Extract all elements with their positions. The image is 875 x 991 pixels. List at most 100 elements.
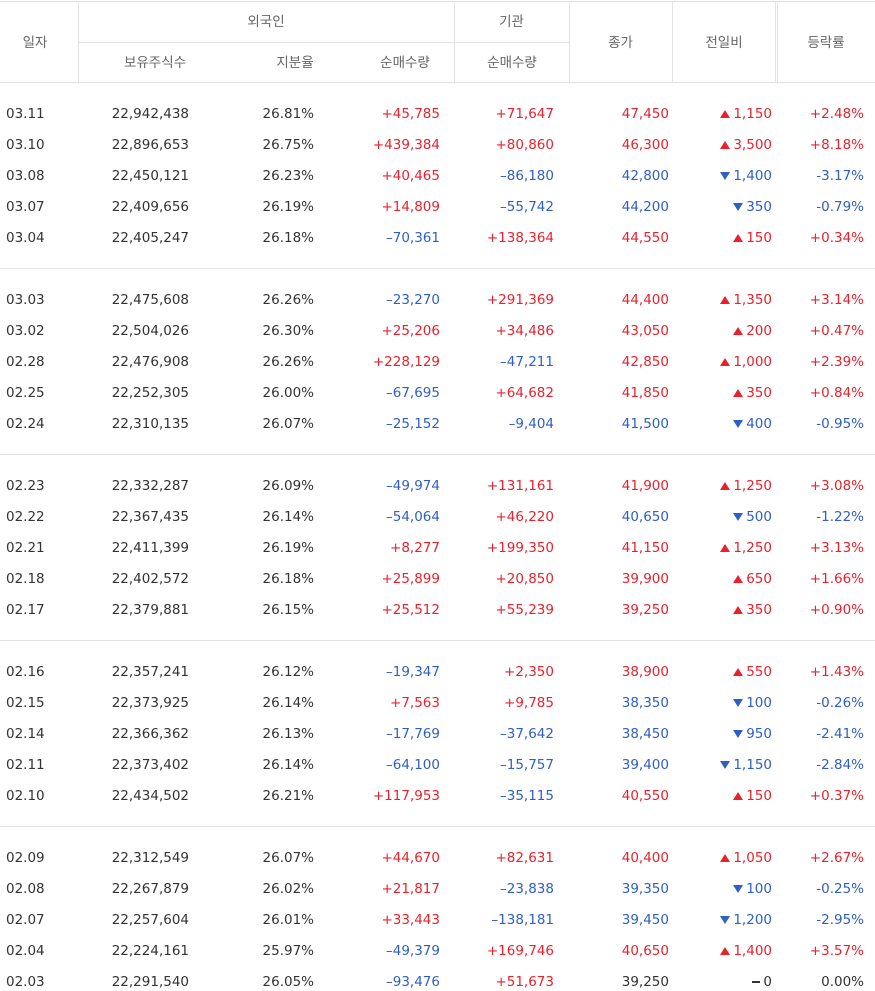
rate: +0.34% xyxy=(810,223,864,254)
foreign-shares-text: 22,366,362 xyxy=(111,726,189,742)
foreign-shares-text: 22,450,121 xyxy=(111,168,189,184)
date-text: 03.07 xyxy=(6,199,45,215)
arrow-flat xyxy=(752,981,761,983)
foreign-net: +44,670 xyxy=(381,843,440,874)
foreign-net: +14,809 xyxy=(381,192,440,223)
close-text: 44,200 xyxy=(621,199,669,215)
close-text: 41,500 xyxy=(621,416,669,432)
arrow-up xyxy=(733,234,744,242)
foreign-net-text: +40,465 xyxy=(381,168,440,184)
foreign-shares-text: 22,312,549 xyxy=(111,850,189,866)
rate-text: +3.08% xyxy=(809,478,864,494)
rate: -0.79% xyxy=(816,192,864,223)
foreign-shares: 22,257,604 xyxy=(112,905,189,936)
header-close: 종가 xyxy=(608,35,633,51)
close-text: 42,850 xyxy=(621,354,669,370)
foreign-ratio: 26.30% xyxy=(263,316,314,347)
arrow-up xyxy=(720,544,731,552)
close-text: 47,450 xyxy=(621,106,669,122)
close-text: 42,800 xyxy=(621,168,669,184)
foreign-net-text: +7,563 xyxy=(390,695,440,711)
rate: +8.18% xyxy=(810,130,864,161)
date: 02.16 xyxy=(6,657,45,688)
date: 02.17 xyxy=(6,595,45,626)
change-text: 100 xyxy=(746,695,772,711)
row-group: 03.03 22,475,608 26.26% –23,270 +291,369 44,4… xyxy=(0,269,875,455)
rate-text: -2.41% xyxy=(816,726,864,742)
close: 42,850 xyxy=(622,347,669,378)
foreign-shares: 22,475,608 xyxy=(112,285,189,316)
rate: +0.47% xyxy=(810,316,864,347)
institution-net: –37,642 xyxy=(500,719,554,750)
table-row: 02.15 22,373,925 26.14% +7,563 +9,785 38,350 1… xyxy=(0,688,875,719)
change: 100 xyxy=(733,688,772,719)
foreign-shares-text: 22,357,241 xyxy=(111,664,189,680)
foreign-ratio-text: 26.05% xyxy=(262,974,314,990)
foreign-shares: 22,291,540 xyxy=(112,967,189,991)
arrow-down xyxy=(733,699,744,707)
foreign-net: –70,361 xyxy=(386,223,440,254)
close-text: 44,400 xyxy=(621,292,669,308)
foreign-net: +7,563 xyxy=(390,688,440,719)
change-text: 3,500 xyxy=(733,137,772,153)
foreign-ratio: 26.05% xyxy=(263,967,314,991)
date: 03.10 xyxy=(6,130,45,161)
change-text: 1,350 xyxy=(733,292,772,308)
rate: +3.14% xyxy=(810,285,864,316)
rate: -0.95% xyxy=(816,409,864,440)
foreign-shares-text: 22,252,305 xyxy=(111,385,189,401)
foreign-shares: 22,434,502 xyxy=(112,781,189,812)
institution-net: +169,746 xyxy=(487,936,554,967)
change-text: 100 xyxy=(746,881,772,897)
change: 1,000 xyxy=(720,347,772,378)
foreign-shares: 22,310,135 xyxy=(112,409,189,440)
close-text: 41,850 xyxy=(621,385,669,401)
rate-text: 0.00% xyxy=(821,974,864,990)
change: 100 xyxy=(733,874,772,905)
foreign-shares: 22,450,121 xyxy=(112,161,189,192)
foreign-shares-text: 22,942,438 xyxy=(111,106,189,122)
foreign-shares: 22,476,908 xyxy=(112,347,189,378)
date-text: 03.04 xyxy=(6,230,45,246)
foreign-shares: 22,252,305 xyxy=(112,378,189,409)
change: 650 xyxy=(733,564,772,595)
date-text: 02.11 xyxy=(6,757,45,773)
foreign-net-text: +21,817 xyxy=(381,881,440,897)
institution-net: +20,850 xyxy=(495,564,554,595)
change-text: 500 xyxy=(746,509,772,525)
table-row: 03.02 22,504,026 26.30% +25,206 +34,486 43,05… xyxy=(0,316,875,347)
institution-net: +34,486 xyxy=(495,316,554,347)
foreign-net: +40,465 xyxy=(381,161,440,192)
rate-text: -3.17% xyxy=(816,168,864,184)
date-text: 03.11 xyxy=(6,106,45,122)
foreign-net-text: –19,347 xyxy=(386,664,440,680)
arrow-down xyxy=(733,203,744,211)
rate: +3.08% xyxy=(810,471,864,502)
rate: -2.95% xyxy=(816,905,864,936)
date: 02.23 xyxy=(6,471,45,502)
institution-net-text: –37,642 xyxy=(500,726,554,742)
foreign-net: –25,152 xyxy=(386,409,440,440)
foreign-net: +228,129 xyxy=(373,347,440,378)
date-text: 02.10 xyxy=(6,788,45,804)
foreign-ratio: 26.07% xyxy=(263,409,314,440)
arrow-down xyxy=(733,885,744,893)
row-group: 02.23 22,332,287 26.09% –49,974 +131,161 41,9… xyxy=(0,455,875,641)
date: 02.25 xyxy=(6,378,45,409)
close: 40,650 xyxy=(622,936,669,967)
close-text: 39,450 xyxy=(621,912,669,928)
institution-net: –23,838 xyxy=(500,874,554,905)
foreign-shares: 22,405,247 xyxy=(112,223,189,254)
foreign-shares-text: 22,896,653 xyxy=(111,137,189,153)
close-text: 46,300 xyxy=(621,137,669,153)
close: 41,150 xyxy=(622,533,669,564)
date: 02.18 xyxy=(6,564,45,595)
foreign-net-text: –54,064 xyxy=(386,509,440,525)
institution-net-text: +64,682 xyxy=(495,385,554,401)
close: 40,550 xyxy=(622,781,669,812)
foreign-ratio: 26.19% xyxy=(263,533,314,564)
date-text: 02.03 xyxy=(6,974,45,990)
foreign-ratio-text: 26.14% xyxy=(262,695,314,711)
date: 02.09 xyxy=(6,843,45,874)
